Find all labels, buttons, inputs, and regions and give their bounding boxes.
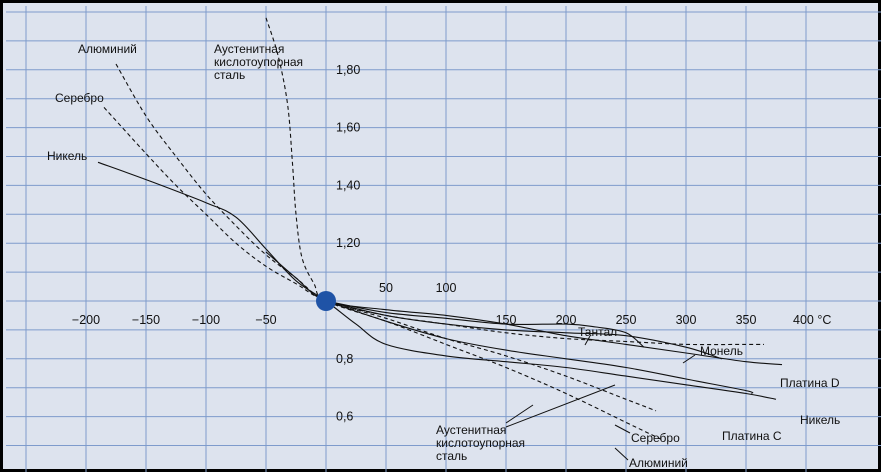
series-line-4 [97,161,777,400]
x-tick-label: 250 [616,313,637,327]
label-monel: Монель [700,344,743,358]
reference-point-marker [316,291,336,311]
x-tick-label: 150 [496,313,517,327]
x-tick-label: −100 [192,313,220,327]
label-nickel: Никель [47,149,87,163]
series-line-2 [103,107,657,412]
x-tick-label: −200 [72,313,100,327]
label-tantal: Тантал [578,325,617,339]
label-silver: Серебро [55,91,104,105]
label-steel-bottom-line1: Аустенитная [436,423,506,437]
label-steel-bottom-line3: сталь [436,449,467,463]
x-tick-label: −50 [255,313,276,327]
label-platinum-c: Платина C [722,429,782,443]
x-tick-label: 100 [436,281,457,295]
leader-monel [682,354,696,364]
series-line-8 [325,300,723,360]
x-tick-label: −150 [132,313,160,327]
leader-tantal [584,335,591,346]
label-aluminium-right: Алюминий [629,456,688,470]
y-tick-label: 1,20 [336,236,360,250]
label-steel-top-line3: сталь [214,68,245,82]
y-tick-label: 1,80 [336,63,360,77]
line-chart: −200 −150 −100 −50 50 100 150 200 250 300 350 400 °… [6,6,881,472]
label-leader-lines [505,335,696,461]
label-steel-top-line1: Аустенитная [214,42,284,56]
label-silver-right: Серебро [631,431,680,445]
label-steel-bottom-line2: кислотоупорная [436,436,525,450]
y-tick-labels: 0,6 0,8 1,20 1,40 1,60 1,80 [336,63,360,424]
label-aluminium: Алюминий [78,42,137,56]
series-lines [97,17,783,441]
y-tick-label: 0,6 [336,410,353,424]
x-tick-labels: −200 −150 −100 −50 50 100 150 200 250 300 350 400 °… [72,281,831,327]
x-tick-label: 300 [676,313,697,327]
x-tick-label: 50 [379,281,393,295]
leader-steel-bottom-b [505,384,616,428]
series-line-7 [325,300,645,348]
y-tick-label: 0,8 [336,352,353,366]
leader-steel-bottom-a [505,404,534,424]
label-steel-top-line2: кислотоупорная [214,55,303,69]
series-line-3 [265,17,765,346]
x-tick-label: 350 [736,313,757,327]
label-platinum-d: Платина D [780,376,840,390]
y-tick-label: 1,60 [336,121,360,135]
y-tick-label: 1,40 [336,178,360,192]
leader-aluminium-right [614,447,629,461]
label-nickel-right: Никель [800,413,840,427]
grid [6,6,881,472]
x-tick-label: 200 [556,313,577,327]
x-tick-label: 400 °C [793,313,831,327]
leader-silver-right [614,424,631,434]
series-line-6 [325,300,754,394]
series-line-1 [115,63,663,441]
